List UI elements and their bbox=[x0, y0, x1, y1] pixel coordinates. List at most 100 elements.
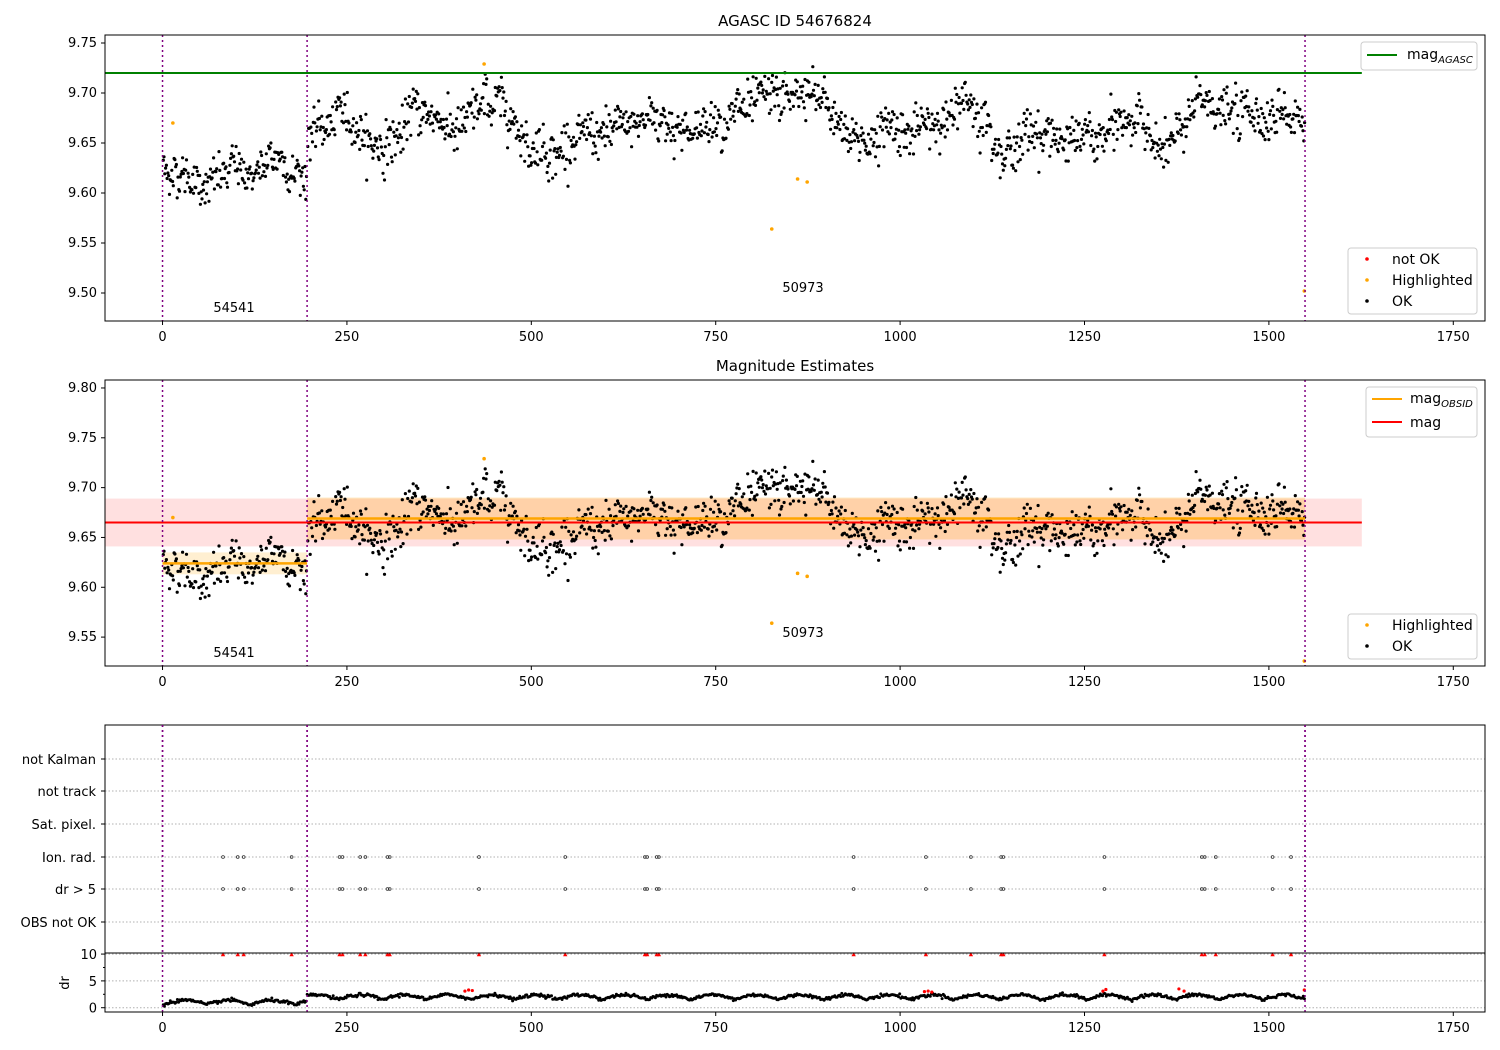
ok-point bbox=[874, 526, 878, 530]
ok-point bbox=[427, 110, 431, 114]
ok-point bbox=[210, 570, 214, 574]
ok-point bbox=[436, 120, 440, 124]
ok-point bbox=[1044, 132, 1048, 136]
ok-point bbox=[502, 485, 506, 489]
ok-point bbox=[1034, 120, 1038, 124]
ok-point bbox=[1088, 514, 1092, 518]
ok-point bbox=[1193, 97, 1197, 101]
ok-point bbox=[749, 484, 753, 488]
ok-point bbox=[303, 559, 307, 563]
ok-point bbox=[685, 125, 689, 129]
ok-point bbox=[341, 121, 346, 125]
ok-point bbox=[449, 134, 453, 139]
ok-point bbox=[949, 493, 954, 497]
ok-point bbox=[958, 506, 962, 510]
x-tick-label: 750 bbox=[703, 1021, 728, 1036]
ok-point bbox=[1145, 534, 1149, 538]
ok-point bbox=[272, 157, 276, 161]
ok-point bbox=[553, 541, 557, 545]
ok-point bbox=[795, 80, 799, 84]
ok-point bbox=[1173, 533, 1177, 538]
ok-point bbox=[475, 93, 479, 97]
ok-point bbox=[1258, 128, 1262, 133]
ok-point bbox=[589, 134, 593, 138]
ok-point bbox=[471, 482, 475, 486]
ok-point bbox=[167, 587, 172, 591]
ok-point bbox=[807, 475, 811, 479]
ok-point bbox=[945, 522, 950, 527]
dr-clipped-marker bbox=[337, 952, 342, 957]
ok-point bbox=[823, 90, 827, 94]
ok-point bbox=[1056, 544, 1060, 548]
ok-point bbox=[846, 149, 851, 154]
ok-point bbox=[893, 137, 897, 141]
ok-point bbox=[1062, 148, 1066, 152]
ok-point bbox=[849, 140, 854, 144]
ok-point bbox=[338, 96, 342, 100]
ok-point bbox=[1251, 124, 1255, 128]
ok-point bbox=[1274, 514, 1278, 518]
ok-point bbox=[489, 499, 493, 503]
dr-point bbox=[897, 995, 900, 999]
ok-point bbox=[671, 125, 675, 129]
ok-point bbox=[523, 534, 528, 538]
ok-point bbox=[1043, 128, 1047, 132]
ok-point bbox=[258, 570, 262, 575]
ok-point bbox=[554, 172, 558, 176]
ok-point bbox=[413, 99, 418, 103]
ok-point bbox=[917, 527, 921, 531]
ok-point bbox=[381, 171, 385, 175]
ok-point bbox=[1175, 116, 1179, 120]
ok-point bbox=[913, 134, 917, 138]
ok-point bbox=[565, 122, 569, 126]
ok-point bbox=[401, 542, 405, 546]
flag-point bbox=[340, 855, 345, 859]
ok-point bbox=[616, 499, 620, 503]
ok-point bbox=[1037, 170, 1041, 174]
ok-point bbox=[1267, 138, 1271, 142]
ok-point bbox=[1150, 533, 1154, 537]
ok-point bbox=[554, 550, 559, 554]
ok-point bbox=[528, 154, 532, 158]
ok-point bbox=[652, 121, 656, 125]
ok-point bbox=[705, 120, 709, 124]
ok-point bbox=[838, 127, 842, 132]
ok-point bbox=[260, 548, 264, 552]
ok-point bbox=[1136, 122, 1140, 126]
ok-point bbox=[811, 483, 816, 487]
ok-point bbox=[575, 140, 579, 144]
flag-point bbox=[387, 887, 392, 891]
ok-point bbox=[448, 507, 452, 511]
ok-point bbox=[1245, 89, 1249, 93]
ok-point bbox=[1253, 523, 1257, 528]
ok-point bbox=[1219, 123, 1223, 127]
ok-point bbox=[297, 164, 301, 168]
ok-point bbox=[860, 126, 864, 130]
ok-point bbox=[554, 567, 558, 571]
ok-point bbox=[849, 541, 853, 545]
ok-point bbox=[914, 495, 918, 500]
ok-point bbox=[327, 132, 332, 136]
ok-point bbox=[1025, 108, 1029, 112]
ok-point bbox=[256, 566, 261, 570]
ok-point bbox=[724, 531, 728, 535]
ok-point bbox=[1097, 123, 1101, 127]
ok-point bbox=[548, 148, 552, 152]
ok-point bbox=[1255, 108, 1259, 112]
ok-point bbox=[604, 498, 608, 502]
ok-point bbox=[996, 151, 1000, 155]
ok-point bbox=[820, 100, 824, 104]
ok-point bbox=[1015, 135, 1019, 139]
ok-point bbox=[821, 87, 825, 91]
ok-point bbox=[254, 168, 258, 172]
ok-point bbox=[1231, 131, 1235, 135]
ok-point bbox=[754, 471, 758, 475]
ok-point bbox=[216, 183, 220, 187]
ok-point bbox=[993, 532, 998, 536]
ok-point bbox=[379, 532, 383, 536]
flag-point bbox=[563, 855, 568, 859]
ok-point bbox=[504, 99, 508, 103]
ok-point bbox=[606, 135, 610, 139]
ok-point bbox=[620, 122, 624, 127]
